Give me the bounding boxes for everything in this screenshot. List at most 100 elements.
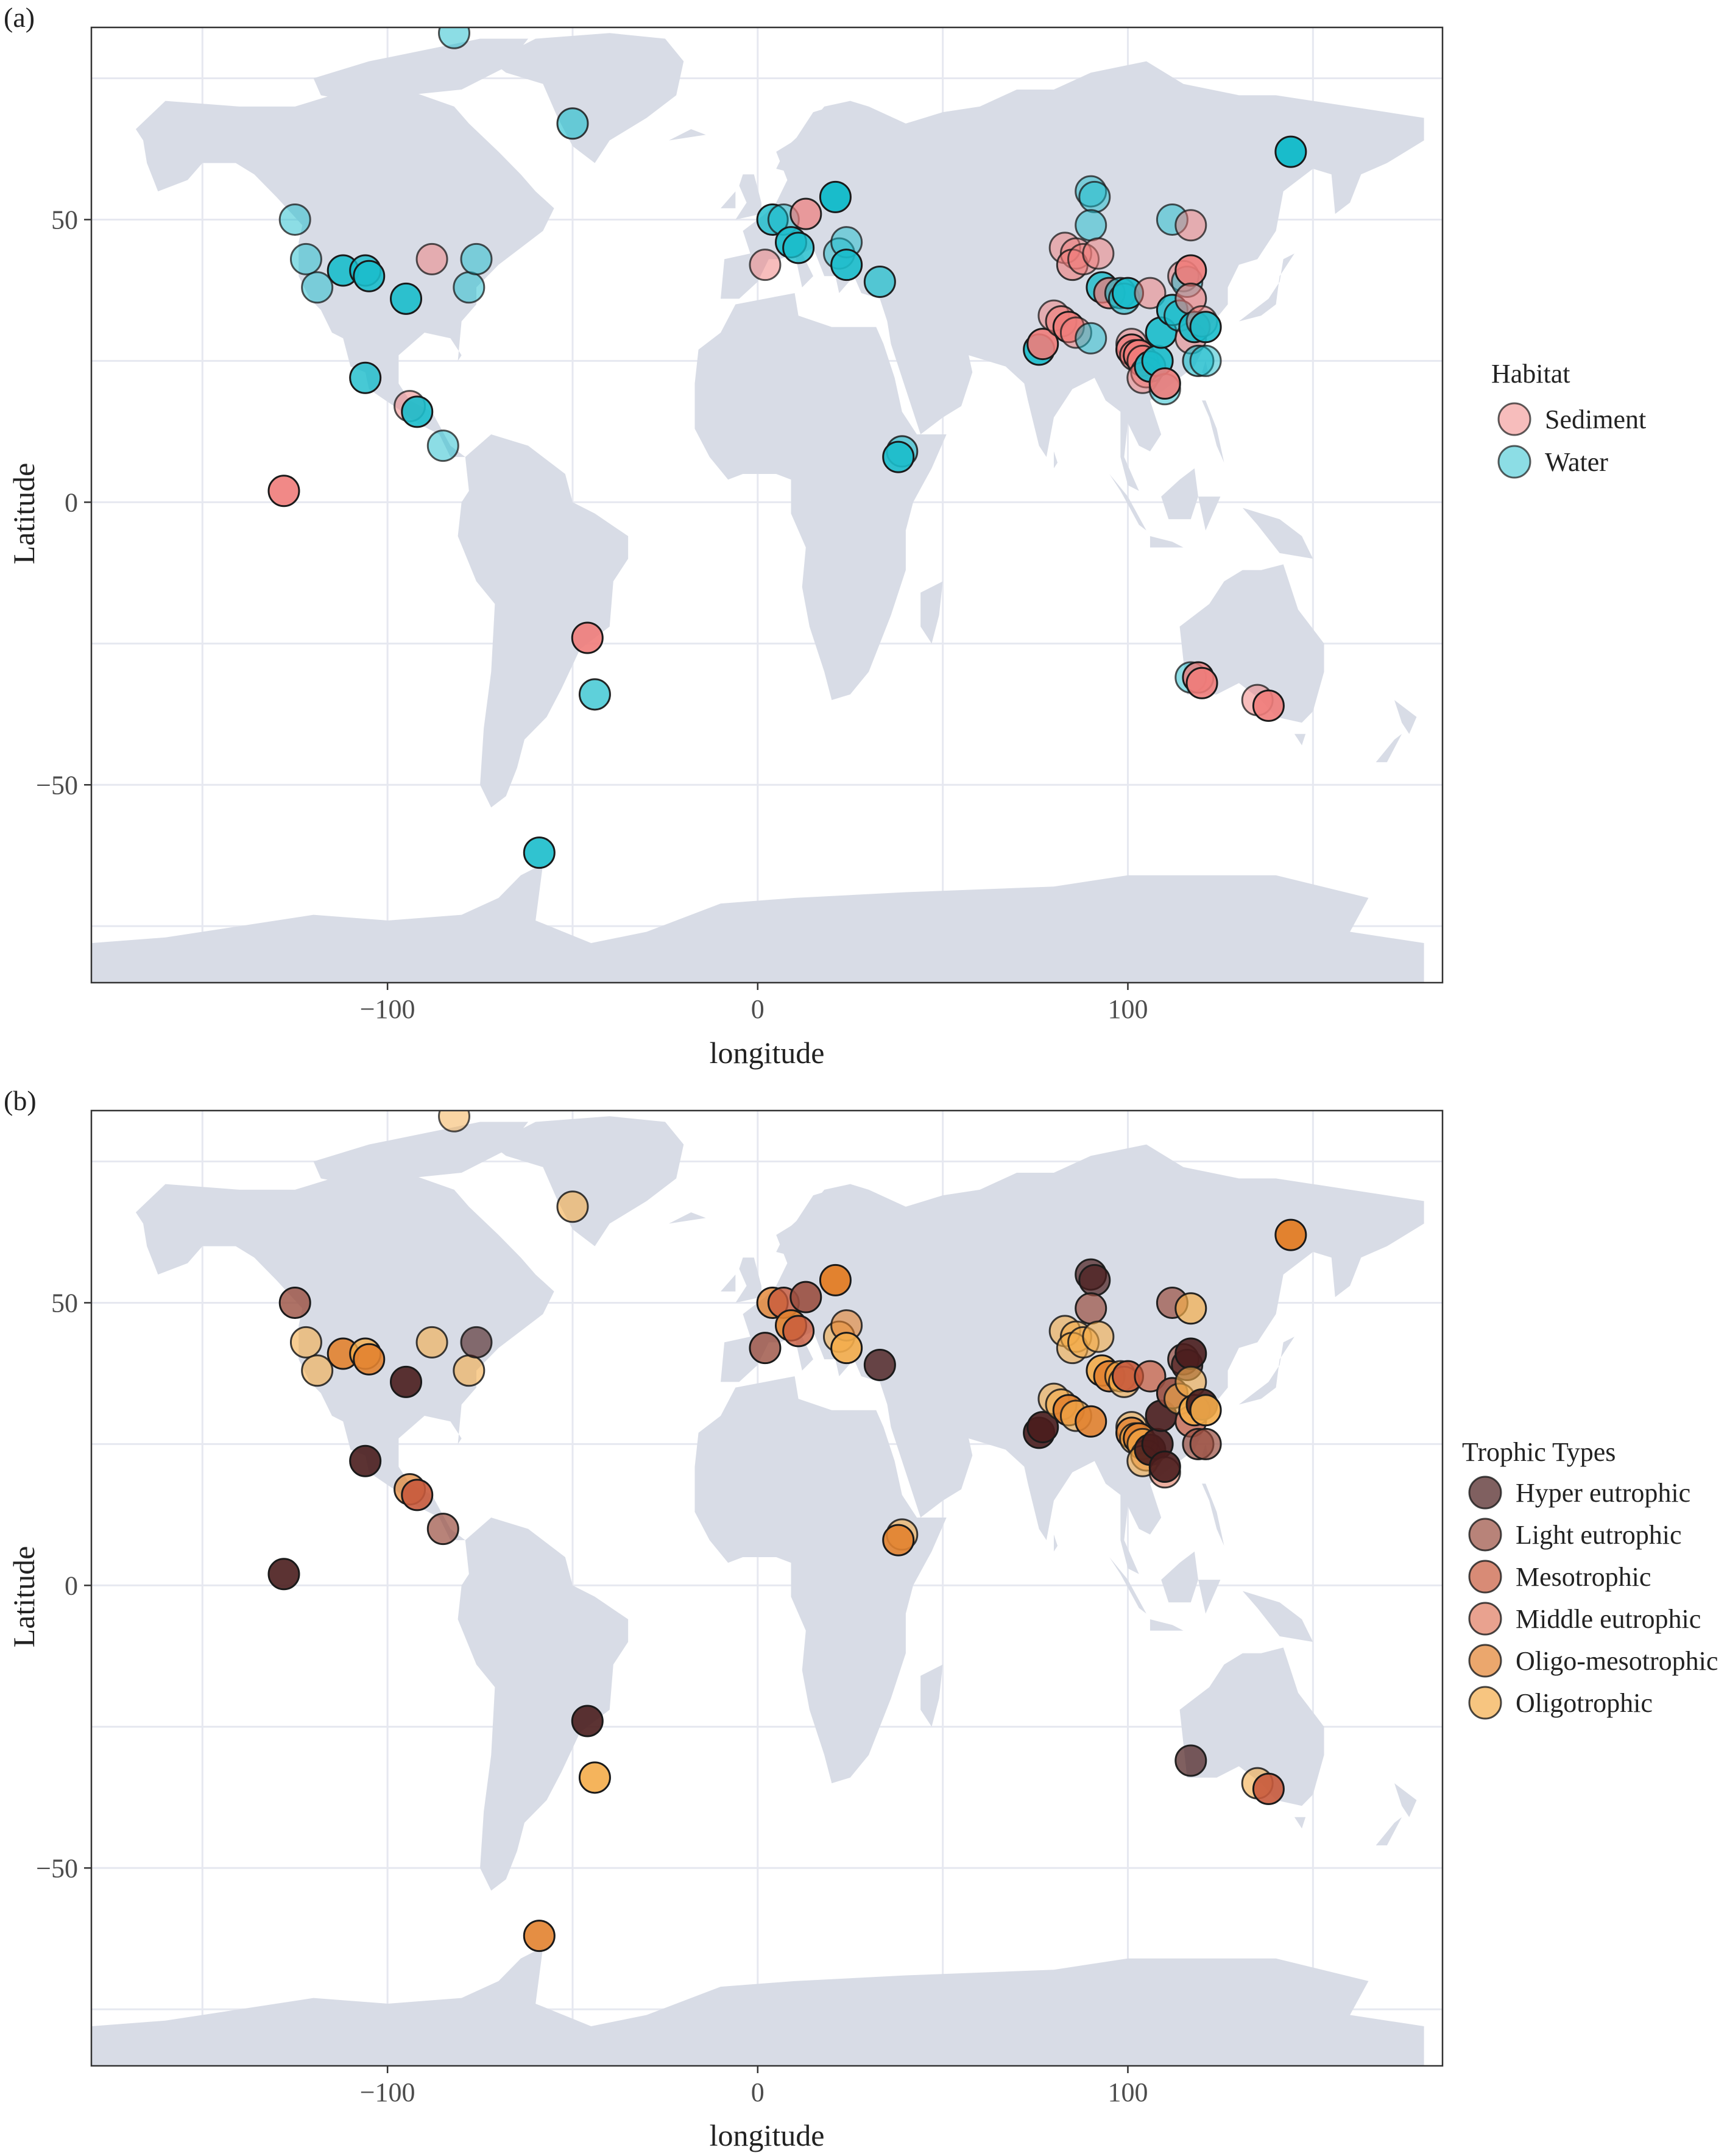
y-tick-label: 0 [65, 1571, 78, 1600]
data-point [819, 180, 852, 213]
data-point [353, 1343, 386, 1376]
data-point [1082, 237, 1115, 270]
data-point [782, 1315, 815, 1348]
data-point [1075, 1405, 1107, 1438]
data-point [1026, 328, 1059, 361]
legend-b-title: Trophic Types [1462, 1437, 1616, 1467]
data-point [390, 1365, 423, 1398]
data-point [460, 242, 493, 275]
data-point [1075, 209, 1107, 242]
x-tick-label: −100 [360, 994, 415, 1024]
data-point [460, 1326, 493, 1359]
data-point [863, 266, 896, 299]
y-tick-label: 50 [51, 205, 78, 235]
data-point [789, 197, 822, 230]
data-point [289, 1326, 322, 1359]
data-point [438, 27, 471, 49]
data-point [749, 1332, 782, 1365]
data-point [401, 1479, 434, 1511]
panel-b: (b) −100 0 100 50 0 −50 longitude Latitude Tr… [4, 1085, 1718, 2152]
x-tick-label: 0 [751, 994, 765, 1024]
data-point [1189, 1427, 1222, 1460]
legend-b-label: Oligotrophic [1516, 1688, 1653, 1718]
data-point [882, 440, 915, 473]
x-tick-label: 0 [751, 2077, 765, 2107]
plot-b-area: −100 0 100 50 0 −50 [36, 1109, 1444, 2107]
data-point [301, 1354, 334, 1387]
data-point [1189, 1394, 1222, 1427]
data-point [1174, 1292, 1207, 1325]
data-point [571, 1705, 604, 1737]
legend-b-swatch [1468, 1560, 1502, 1594]
legend-a: Habitat Sediment Water [1491, 359, 1646, 479]
data-point [278, 1286, 311, 1319]
data-point [1252, 689, 1285, 722]
data-point [1252, 1772, 1285, 1805]
data-point [267, 1558, 300, 1591]
data-point [353, 260, 386, 292]
data-point [830, 249, 863, 281]
plot-a-area: −100 0 100 50 0 −50 [36, 26, 1444, 1024]
data-point [571, 621, 604, 654]
legend-b-swatch [1468, 1686, 1502, 1720]
legend-b-swatch [1468, 1602, 1502, 1636]
data-point [1075, 322, 1107, 355]
data-point [1082, 1320, 1115, 1353]
y-tick-label: 50 [51, 1288, 78, 1318]
panel-border [90, 1109, 1444, 2067]
panel-a-label: (a) [4, 2, 35, 33]
data-point [1185, 666, 1218, 699]
data-point [578, 1761, 611, 1794]
data-point [349, 1444, 382, 1477]
legend-b-label: Hyper eutrophic [1516, 1478, 1690, 1508]
data-point [1174, 209, 1207, 242]
data-point [523, 836, 556, 869]
data-point [789, 1281, 822, 1313]
data-point [415, 242, 448, 275]
legend-b-label: Oligo-mesotrophic [1516, 1646, 1718, 1676]
y-axis-title-a: Latitude [7, 463, 41, 565]
data-point [1189, 344, 1222, 377]
data-point [453, 271, 486, 304]
x-axis-title-b: longitude [710, 2118, 825, 2152]
data-point [830, 1332, 863, 1365]
data-point [1189, 311, 1222, 344]
legend-b-swatch [1468, 1518, 1502, 1552]
legend-b-label: Mesotrophic [1516, 1562, 1651, 1592]
legend-b-label: Middle eutrophic [1516, 1604, 1701, 1634]
panel-border [90, 26, 1444, 984]
legend-a-swatch [1497, 445, 1531, 479]
data-point [1174, 254, 1207, 287]
data-point [278, 203, 311, 236]
y-tick-label: 0 [65, 487, 78, 517]
legend-b-swatch [1468, 1644, 1502, 1678]
x-tick-label: 100 [1107, 2077, 1148, 2107]
data-point [426, 1513, 459, 1546]
data-point [556, 107, 589, 140]
data-point [882, 1524, 915, 1557]
data-point [523, 1920, 556, 1953]
x-tick-label: −100 [360, 2077, 415, 2107]
data-point [267, 475, 300, 507]
data-point [1134, 277, 1167, 309]
data-point [1174, 1337, 1207, 1370]
data-point [415, 1326, 448, 1359]
data-point [349, 361, 382, 394]
legend-a-label: Sediment [1545, 405, 1646, 434]
data-point [1026, 1411, 1059, 1444]
legend-b-swatch [1468, 1476, 1502, 1510]
data-point [1274, 135, 1307, 168]
data-point [556, 1190, 589, 1223]
data-point [819, 1264, 852, 1296]
x-axis-title-a: longitude [710, 1036, 825, 1070]
legend-b: Trophic Types Hyper eutrophic Light eutro… [1462, 1437, 1718, 1720]
data-point [1078, 180, 1111, 213]
data-point [1274, 1218, 1307, 1251]
data-point [289, 242, 322, 275]
data-point [453, 1354, 486, 1387]
data-point [1078, 1264, 1111, 1296]
legend-a-swatch [1497, 402, 1531, 436]
data-point [863, 1349, 896, 1382]
data-point [1148, 1451, 1181, 1483]
